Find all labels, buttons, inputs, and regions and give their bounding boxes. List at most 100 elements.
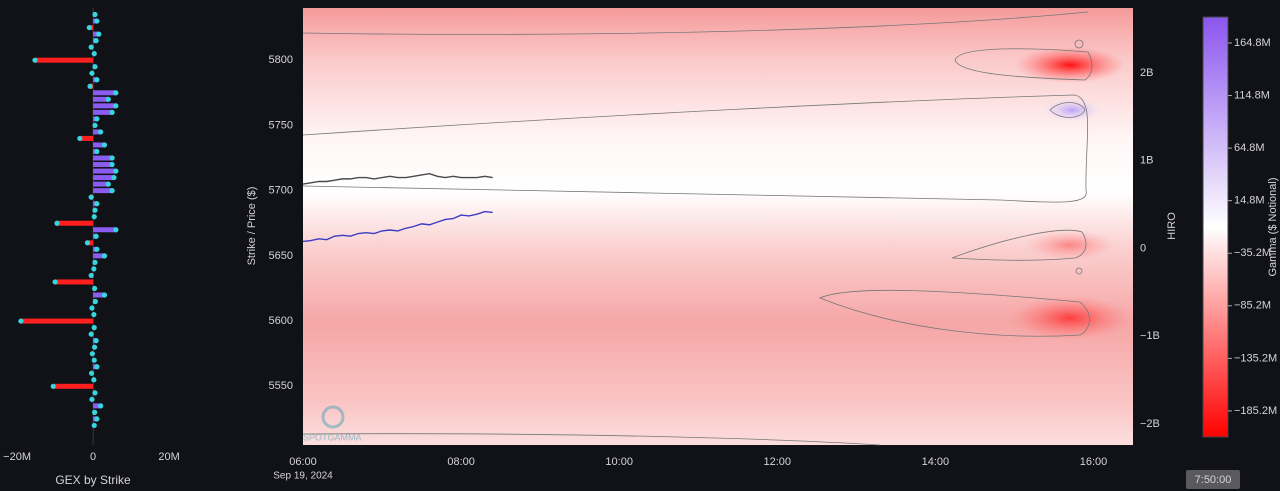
bar-end-dot xyxy=(87,83,93,89)
bar-end-dot xyxy=(88,272,94,279)
bar-end-dot xyxy=(113,227,119,233)
bar xyxy=(34,57,94,63)
x-tick-label: 20M xyxy=(158,451,179,463)
bar-end-dot xyxy=(109,155,115,161)
bar-end-dot xyxy=(54,220,60,226)
bar-end-dot xyxy=(94,416,100,422)
bar-end-dot xyxy=(32,57,38,63)
bar-end-dot xyxy=(89,70,95,76)
x-tick-label: 0 xyxy=(90,451,96,463)
x-tick-label: 10:00 xyxy=(605,456,633,468)
bar-end-dot xyxy=(94,18,100,24)
y-axis-label: Strike / Price ($) xyxy=(246,187,258,266)
bar-end-dot xyxy=(89,351,95,357)
x-tick-label: 06:00 xyxy=(289,456,317,468)
bar xyxy=(55,279,94,285)
bar xyxy=(93,109,113,115)
colorbar-tick-label: 164.8M xyxy=(1234,37,1271,49)
colorbar-tick-label: −85.2M xyxy=(1234,300,1271,312)
y2-axis-label: HIRO xyxy=(1166,212,1178,240)
time-badge-label: 7:50:00 xyxy=(1195,474,1232,486)
colorbar-tick-label: 64.8M xyxy=(1234,142,1265,154)
bar-end-dot xyxy=(94,201,100,207)
line-series xyxy=(302,172,493,185)
bar-end-dot xyxy=(92,409,98,415)
bar-end-dot xyxy=(91,51,97,57)
bar xyxy=(93,31,99,37)
y2-tick-label: −2B xyxy=(1140,418,1160,430)
bar-end-dot xyxy=(96,31,102,37)
y-tick-label: 5550 xyxy=(269,380,293,392)
bar-end-dot xyxy=(105,96,111,102)
bar xyxy=(57,220,94,226)
bar-end-dot xyxy=(92,64,98,70)
bar-end-dot xyxy=(91,422,97,429)
bar-end-dot xyxy=(84,240,90,246)
bar xyxy=(93,292,105,298)
bar-end-dot xyxy=(88,370,95,376)
bar xyxy=(93,155,113,161)
line-series xyxy=(302,210,493,243)
bar-end-dot xyxy=(92,259,98,265)
bar-end-dot xyxy=(88,194,94,200)
colorbar-tick-label: −35.2M xyxy=(1234,247,1271,259)
bar xyxy=(79,135,94,141)
y-tick-label: 5650 xyxy=(269,250,293,262)
bar-end-dot xyxy=(105,181,111,187)
colorbar-tick-label: −135.2M xyxy=(1234,352,1277,364)
chart-title: GEX by Strike xyxy=(55,473,131,487)
bar-end-dot xyxy=(101,292,108,298)
bar-end-dot xyxy=(88,44,94,50)
y-tick-label: 5750 xyxy=(269,119,293,131)
bar-end-dot xyxy=(101,253,108,259)
bar xyxy=(93,188,113,194)
y-tick-label: 5800 xyxy=(269,54,293,66)
bar-end-dot xyxy=(92,207,98,213)
y2-tick-label: 2B xyxy=(1140,67,1153,79)
bar-end-dot xyxy=(91,311,97,318)
bar xyxy=(53,383,94,389)
heatmap-background xyxy=(302,8,1133,446)
bar xyxy=(93,168,116,174)
bar-end-dot xyxy=(52,279,58,285)
bar-end-dot xyxy=(91,266,97,272)
bar-end-dot xyxy=(92,285,98,292)
bar xyxy=(93,129,101,135)
y-tick-label: 5700 xyxy=(269,185,293,197)
y2-tick-label: 0 xyxy=(1140,242,1146,254)
bar-end-dot xyxy=(91,357,97,363)
bar-end-dot xyxy=(92,11,98,18)
bar-end-dot xyxy=(94,364,100,370)
bar-end-dot xyxy=(86,24,92,31)
colorbar-label: Gamma ($ Notional) xyxy=(1267,177,1279,276)
bar-end-dot xyxy=(113,103,119,109)
bar-end-dot xyxy=(93,38,99,44)
bar-end-dot xyxy=(89,305,95,311)
colorbar-tick-label: 14.8M xyxy=(1234,195,1265,207)
bar-end-dot xyxy=(91,214,97,220)
bar xyxy=(93,253,105,259)
bar xyxy=(93,103,116,109)
bar-end-dot xyxy=(98,129,104,135)
x-tick-label: 08:00 xyxy=(447,456,475,468)
bar xyxy=(93,227,116,233)
colorbar-tick-label: 114.8M xyxy=(1234,89,1270,101)
bar-end-dot xyxy=(94,148,100,155)
bar-end-dot xyxy=(91,324,97,331)
bar-end-dot xyxy=(109,188,115,194)
bar-end-dot xyxy=(92,390,98,396)
time-badge[interactable] xyxy=(1186,470,1240,489)
watermark: SPOTGAMMA xyxy=(303,432,362,442)
bar-end-dot xyxy=(101,142,108,148)
watermark-logo xyxy=(321,405,345,429)
bar-end-dot xyxy=(89,396,95,402)
bar-end-dot xyxy=(111,174,117,181)
bar xyxy=(93,181,109,187)
bar-end-dot xyxy=(92,122,98,129)
bar-end-dot xyxy=(94,77,100,83)
x-tick-label: 14:00 xyxy=(922,456,950,468)
bar xyxy=(93,403,101,409)
bar-end-dot xyxy=(109,161,115,168)
bar-end-dot xyxy=(113,168,119,174)
